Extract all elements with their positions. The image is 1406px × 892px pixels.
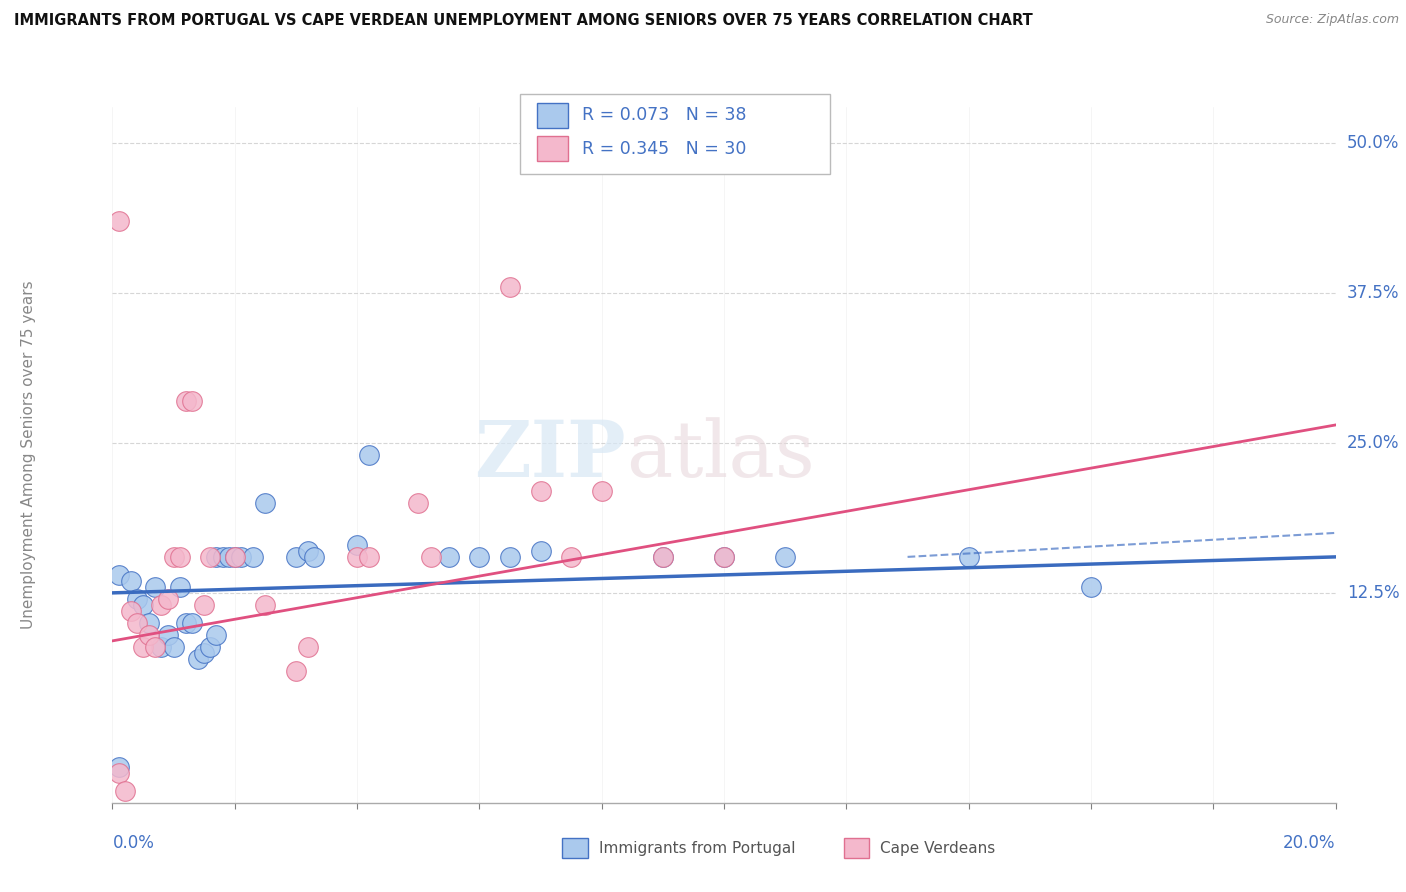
Point bbox=[107, 567, 129, 582]
Point bbox=[284, 664, 308, 678]
Text: 0.0%: 0.0% bbox=[112, 834, 155, 852]
Point bbox=[181, 615, 204, 630]
Point bbox=[254, 496, 277, 510]
Point bbox=[163, 549, 186, 564]
Point bbox=[652, 549, 675, 564]
Point bbox=[163, 640, 186, 654]
Point bbox=[132, 640, 155, 654]
Point bbox=[114, 784, 136, 798]
Text: Immigrants from Portugal: Immigrants from Portugal bbox=[599, 841, 796, 855]
Point bbox=[560, 549, 582, 564]
Point bbox=[169, 580, 191, 594]
Point bbox=[254, 598, 277, 612]
Point bbox=[156, 591, 179, 606]
Text: ZIP: ZIP bbox=[475, 417, 626, 493]
Point bbox=[150, 640, 173, 654]
Point bbox=[468, 549, 491, 564]
Point bbox=[359, 549, 381, 564]
Text: Source: ZipAtlas.com: Source: ZipAtlas.com bbox=[1265, 13, 1399, 27]
Point bbox=[499, 549, 522, 564]
Point bbox=[138, 628, 160, 642]
Point bbox=[156, 628, 179, 642]
Point bbox=[218, 549, 240, 564]
Point bbox=[408, 496, 430, 510]
Point bbox=[1080, 580, 1102, 594]
Point bbox=[242, 549, 264, 564]
Point bbox=[138, 615, 160, 630]
Text: R = 0.345   N = 30: R = 0.345 N = 30 bbox=[582, 140, 747, 158]
Text: 12.5%: 12.5% bbox=[1347, 584, 1399, 602]
Text: R = 0.073   N = 38: R = 0.073 N = 38 bbox=[582, 106, 747, 124]
Point bbox=[297, 544, 319, 558]
Text: Unemployment Among Seniors over 75 years: Unemployment Among Seniors over 75 years bbox=[21, 281, 35, 629]
Point bbox=[125, 615, 148, 630]
Text: 25.0%: 25.0% bbox=[1347, 434, 1399, 452]
Point bbox=[150, 598, 173, 612]
Point bbox=[174, 393, 197, 408]
Text: atlas: atlas bbox=[626, 417, 815, 492]
Point bbox=[211, 549, 233, 564]
Point bbox=[591, 483, 613, 498]
Text: 20.0%: 20.0% bbox=[1284, 834, 1336, 852]
Point bbox=[346, 549, 368, 564]
Point bbox=[419, 549, 441, 564]
Point bbox=[346, 538, 368, 552]
Text: Cape Verdeans: Cape Verdeans bbox=[880, 841, 995, 855]
Point bbox=[200, 549, 222, 564]
Point bbox=[205, 549, 228, 564]
Point bbox=[652, 549, 675, 564]
Point bbox=[120, 604, 142, 618]
Point bbox=[143, 580, 166, 594]
Point bbox=[499, 280, 522, 294]
Point bbox=[224, 549, 246, 564]
Point bbox=[143, 640, 166, 654]
Point bbox=[229, 549, 252, 564]
Text: 50.0%: 50.0% bbox=[1347, 134, 1399, 152]
Point bbox=[125, 591, 148, 606]
Point bbox=[297, 640, 319, 654]
Point bbox=[120, 574, 142, 588]
Point bbox=[193, 646, 215, 660]
Point bbox=[200, 640, 222, 654]
Point bbox=[713, 549, 735, 564]
Point bbox=[174, 615, 197, 630]
Point bbox=[713, 549, 735, 564]
Point bbox=[224, 549, 246, 564]
Point bbox=[107, 214, 129, 228]
Point bbox=[359, 448, 381, 462]
Point bbox=[304, 549, 326, 564]
Point bbox=[437, 549, 460, 564]
Point bbox=[530, 483, 553, 498]
Point bbox=[775, 549, 797, 564]
Point bbox=[169, 549, 191, 564]
Point bbox=[181, 393, 204, 408]
Point bbox=[107, 760, 129, 774]
Point bbox=[187, 652, 209, 666]
Text: 37.5%: 37.5% bbox=[1347, 284, 1399, 302]
Point bbox=[530, 544, 553, 558]
Point bbox=[957, 549, 980, 564]
Point bbox=[132, 598, 155, 612]
Text: IMMIGRANTS FROM PORTUGAL VS CAPE VERDEAN UNEMPLOYMENT AMONG SENIORS OVER 75 YEAR: IMMIGRANTS FROM PORTUGAL VS CAPE VERDEAN… bbox=[14, 13, 1033, 29]
Point bbox=[107, 765, 129, 780]
Point bbox=[205, 628, 228, 642]
Point bbox=[193, 598, 215, 612]
Point bbox=[284, 549, 308, 564]
